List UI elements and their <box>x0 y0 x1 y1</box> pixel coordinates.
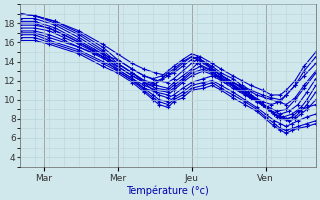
X-axis label: Température (°c): Température (°c) <box>126 185 209 196</box>
